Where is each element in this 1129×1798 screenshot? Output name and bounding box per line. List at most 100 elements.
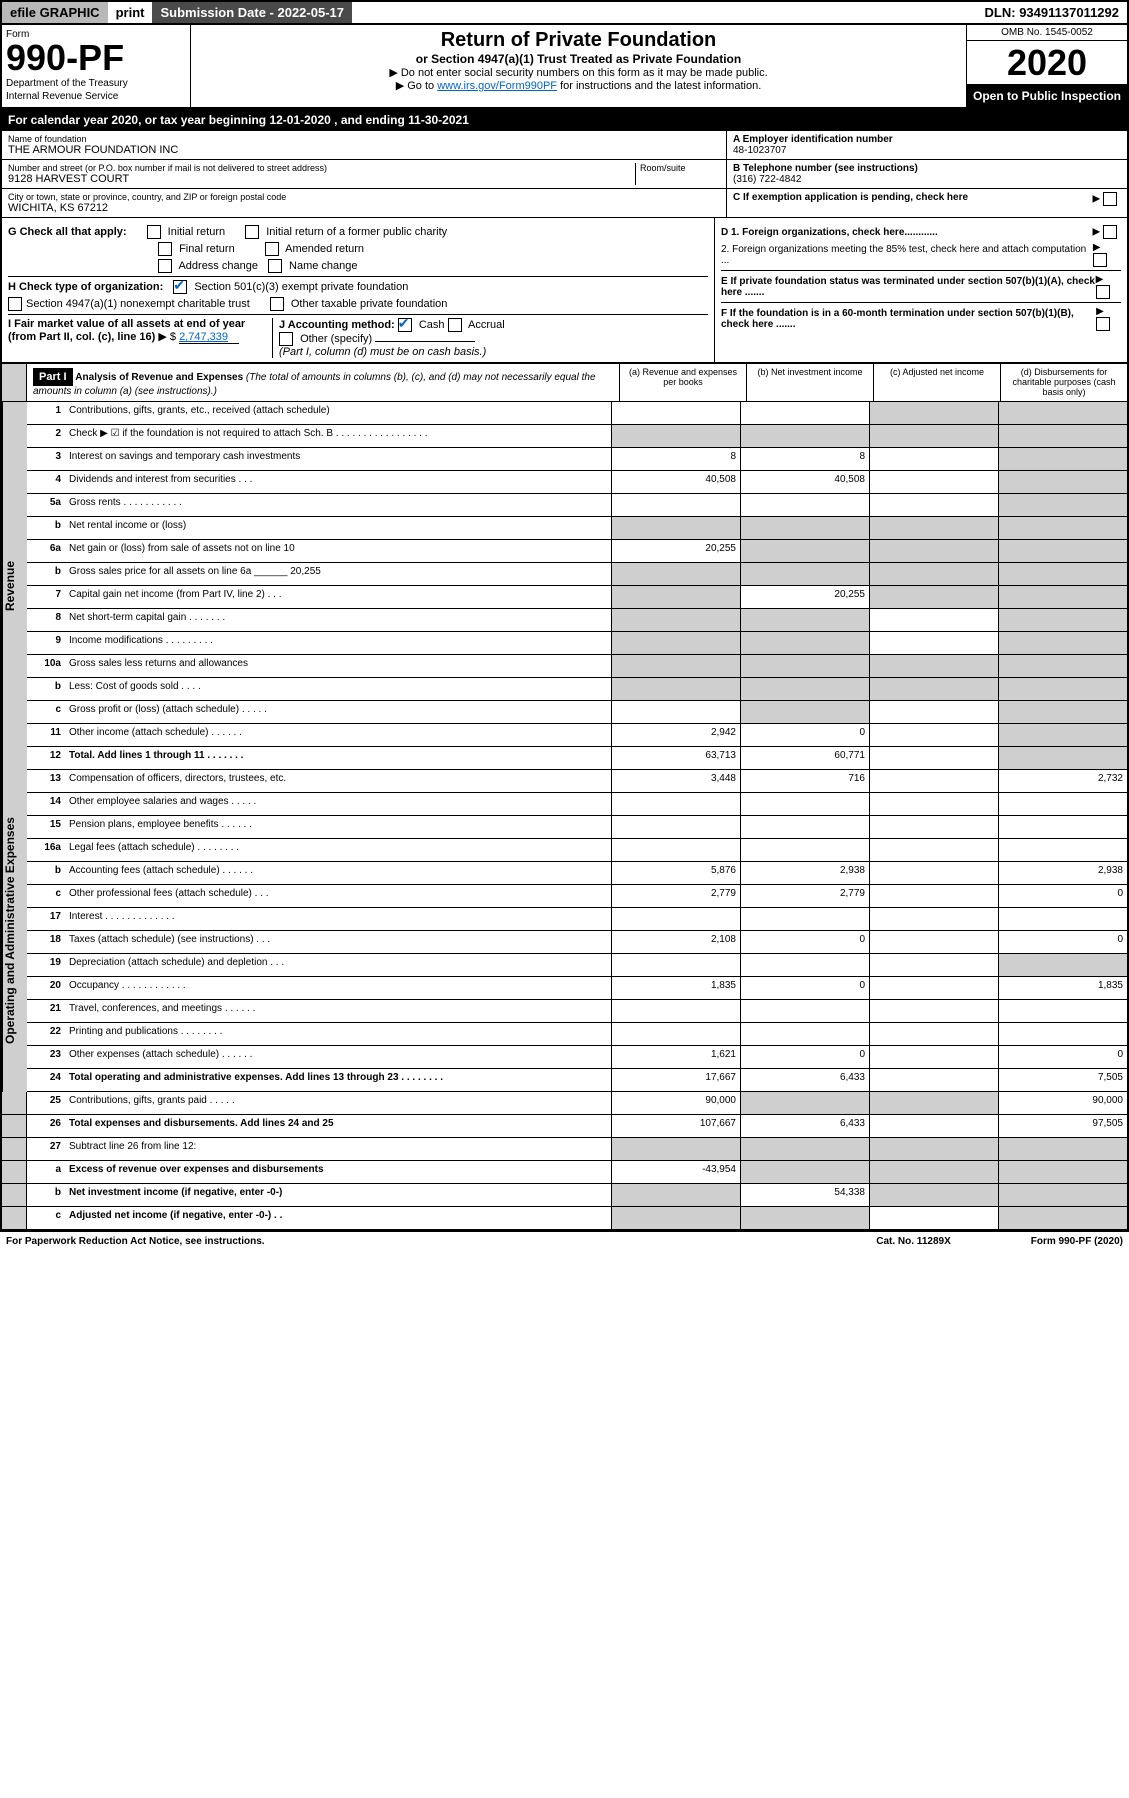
- row-desc: Income modifications . . . . . . . . .: [65, 632, 611, 654]
- ein-label: A Employer identification number: [733, 134, 1121, 145]
- g-name-checkbox[interactable]: [268, 259, 282, 273]
- table-cell: [740, 540, 869, 562]
- table-cell: [998, 908, 1127, 930]
- row-num: b: [27, 1184, 65, 1206]
- table-cell: [869, 1069, 998, 1091]
- f-checkbox[interactable]: [1096, 317, 1110, 331]
- g-amended-checkbox[interactable]: [265, 242, 279, 256]
- row-desc: Net rental income or (loss): [65, 517, 611, 539]
- form-number: 990-PF: [6, 40, 186, 76]
- table-row: 20Occupancy . . . . . . . . . . . .1,835…: [27, 977, 1127, 1000]
- table-row: 15Pension plans, employee benefits . . .…: [27, 816, 1127, 839]
- d2-checkbox[interactable]: [1093, 253, 1107, 267]
- table-row: 7Capital gain net income (from Part IV, …: [27, 586, 1127, 609]
- e-checkbox[interactable]: [1096, 285, 1110, 299]
- table-cell: [611, 517, 740, 539]
- table-row: bNet investment income (if negative, ent…: [2, 1184, 1127, 1207]
- j-note: (Part I, column (d) must be on cash basi…: [279, 346, 708, 358]
- table-cell: [869, 517, 998, 539]
- ops-side-label: Operating and Administrative Expenses: [2, 770, 27, 1092]
- j-other-checkbox[interactable]: [279, 332, 293, 346]
- row-desc: Excess of revenue over expenses and disb…: [65, 1161, 611, 1183]
- h-other-checkbox[interactable]: [270, 297, 284, 311]
- name-label: Name of foundation: [8, 134, 720, 144]
- h-label: H Check type of organization:: [8, 281, 163, 293]
- j-cash: Cash: [419, 319, 445, 331]
- row-num: 7: [27, 586, 65, 608]
- top-bar: efile GRAPHIC print Submission Date - 20…: [2, 2, 1127, 25]
- table-cell: [998, 747, 1127, 769]
- j-cash-checkbox[interactable]: [398, 318, 412, 332]
- table-cell: [740, 1207, 869, 1229]
- instr2-pre: ▶ Go to: [396, 80, 437, 92]
- table-cell: [998, 402, 1127, 424]
- g-final-checkbox[interactable]: [158, 242, 172, 256]
- h-501c3-checkbox[interactable]: [173, 280, 187, 294]
- j-accrual-checkbox[interactable]: [448, 318, 462, 332]
- g-opt-1: Initial return of a former public charit…: [266, 226, 447, 238]
- table-cell: [998, 425, 1127, 447]
- row-desc: Adjusted net income (if negative, enter …: [65, 1207, 611, 1229]
- form-id-block: Form 990-PF Department of the Treasury I…: [2, 25, 191, 107]
- g-opt-4: Address change: [178, 260, 258, 272]
- table-row: cAdjusted net income (if negative, enter…: [2, 1207, 1127, 1230]
- table-cell: 90,000: [611, 1092, 740, 1114]
- table-cell: [998, 632, 1127, 654]
- table-row: 4Dividends and interest from securities …: [27, 471, 1127, 494]
- table-row: 22Printing and publications . . . . . . …: [27, 1023, 1127, 1046]
- table-cell: [998, 517, 1127, 539]
- g-address-checkbox[interactable]: [158, 259, 172, 273]
- revenue-section: Revenue 1Contributions, gifts, grants, e…: [2, 402, 1127, 770]
- room-label: Room/suite: [640, 163, 720, 173]
- table-cell: [869, 931, 998, 953]
- table-row: bAccounting fees (attach schedule) . . .…: [27, 862, 1127, 885]
- table-row: 13Compensation of officers, directors, t…: [27, 770, 1127, 793]
- row-desc: Depreciation (attach schedule) and deple…: [65, 954, 611, 976]
- revenue-side-label: Revenue: [2, 402, 27, 770]
- col-a-header: (a) Revenue and expenses per books: [619, 364, 746, 401]
- table-cell: [998, 448, 1127, 470]
- table-cell: [611, 1000, 740, 1022]
- row-desc: Total operating and administrative expen…: [65, 1069, 611, 1091]
- j-accrual: Accrual: [468, 319, 505, 331]
- table-cell: 0: [740, 724, 869, 746]
- c-checkbox[interactable]: [1103, 192, 1117, 206]
- table-cell: [998, 816, 1127, 838]
- g-initial-public-checkbox[interactable]: [245, 225, 259, 239]
- submission-date: Submission Date - 2022-05-17: [152, 2, 352, 23]
- d1-checkbox[interactable]: [1103, 225, 1117, 239]
- ops-section: Operating and Administrative Expenses 13…: [2, 770, 1127, 1092]
- print-label[interactable]: print: [108, 2, 153, 23]
- footer-mid: Cat. No. 11289X: [876, 1236, 950, 1247]
- e-row: E If private foundation status was termi…: [721, 274, 1121, 303]
- table-row: 25Contributions, gifts, grants paid . . …: [2, 1092, 1127, 1115]
- table-cell: [869, 816, 998, 838]
- table-row: 19Depreciation (attach schedule) and dep…: [27, 954, 1127, 977]
- exemption-row: C If exemption application is pending, c…: [727, 189, 1127, 206]
- col-c-header: (c) Adjusted net income: [873, 364, 1000, 401]
- h-4947-checkbox[interactable]: [8, 297, 22, 311]
- irs-label: Internal Revenue Service: [6, 91, 186, 102]
- row-num: 11: [27, 724, 65, 746]
- table-row: aExcess of revenue over expenses and dis…: [2, 1161, 1127, 1184]
- year-block: OMB No. 1545-0052 2020 Open to Public In…: [966, 25, 1127, 107]
- table-cell: [998, 1184, 1127, 1206]
- row-num: 26: [27, 1115, 65, 1137]
- g-opt-5: Name change: [289, 260, 358, 272]
- table-cell: [611, 701, 740, 723]
- fmv-value[interactable]: 2,747,339: [179, 331, 239, 344]
- table-cell: 7,505: [998, 1069, 1127, 1091]
- f-label: F If the foundation is in a 60-month ter…: [721, 308, 1096, 330]
- row-num: 24: [27, 1069, 65, 1091]
- table-cell: [611, 908, 740, 930]
- instruction-2: ▶ Go to www.irs.gov/Form990PF for instru…: [195, 79, 962, 92]
- irs-link[interactable]: www.irs.gov/Form990PF: [437, 80, 557, 92]
- row-desc: Interest . . . . . . . . . . . . .: [65, 908, 611, 930]
- table-cell: [611, 632, 740, 654]
- title-block: Return of Private Foundation or Section …: [191, 25, 966, 107]
- table-row: bNet rental income or (loss): [27, 517, 1127, 540]
- table-cell: 0: [998, 885, 1127, 907]
- table-cell: 2,108: [611, 931, 740, 953]
- g-initial-checkbox[interactable]: [147, 225, 161, 239]
- table-cell: 6,433: [740, 1115, 869, 1137]
